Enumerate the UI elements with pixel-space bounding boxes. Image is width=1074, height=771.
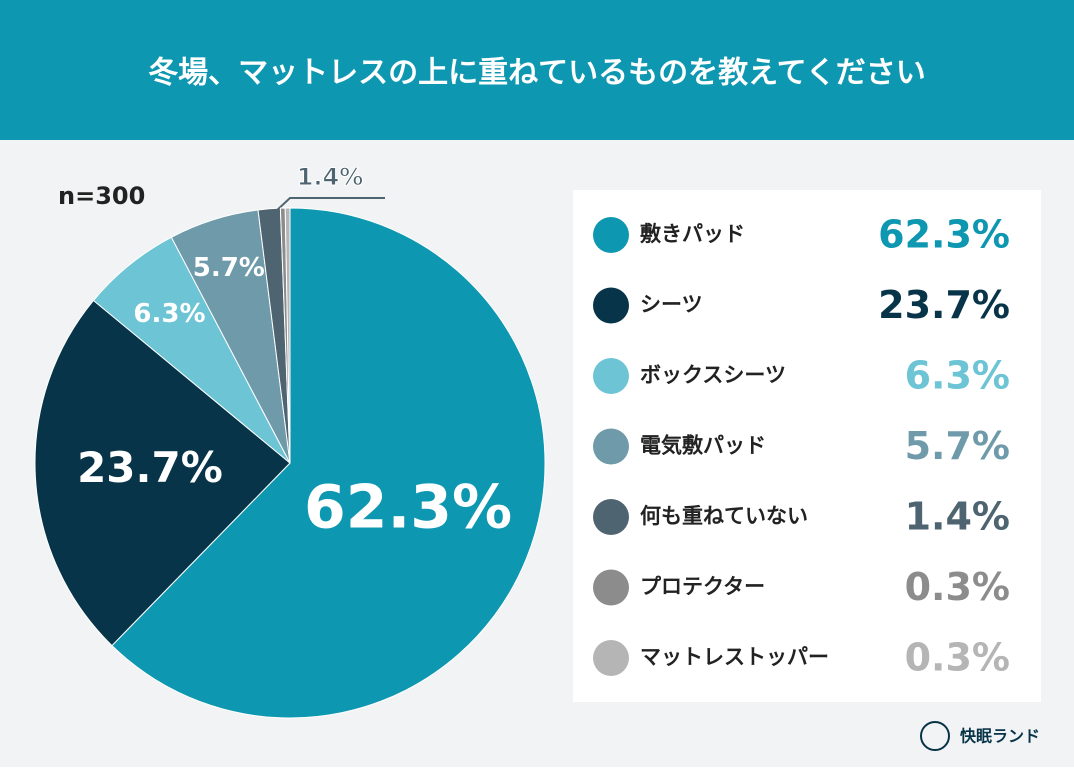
pie-slice	[34, 299, 291, 647]
legend-swatch	[593, 428, 629, 465]
legend-label: ボックスシーツ	[640, 363, 786, 387]
legend-value: 1.4%	[905, 495, 1010, 539]
legend-label: 電気敷パッド	[640, 434, 766, 458]
legend-swatch	[593, 217, 629, 253]
sample-size: n=300	[58, 182, 145, 210]
slice-label: 6.3%	[133, 299, 205, 329]
legend-label: 何も重ねていない	[640, 504, 808, 528]
legend-label: シーツ	[640, 293, 703, 317]
legend-swatch	[593, 640, 629, 676]
legend-value: 23.7%	[878, 283, 1010, 327]
brand-name: 快眠ランド	[960, 727, 1040, 746]
legend-swatch	[593, 358, 629, 394]
legend-label: マットレストッパー	[640, 645, 829, 669]
legend-label: プロテクター	[640, 575, 765, 599]
slice-label: 1.4%	[297, 163, 364, 191]
legend-value: 0.3%	[905, 565, 1010, 609]
leader-line	[269, 197, 385, 218]
chart-title: 冬場、マットレスの上に重ねているものを教えてください	[148, 56, 926, 91]
legend-value: 0.3%	[905, 636, 1010, 680]
legend-box	[573, 190, 1041, 702]
legend-label: 敷きパッド	[640, 222, 745, 246]
brand-logo	[920, 721, 950, 751]
pie-slice	[284, 207, 291, 464]
legend-swatch	[593, 287, 629, 324]
legend-value: 5.7%	[905, 424, 1010, 468]
legend-swatch	[593, 569, 629, 606]
slice-label: 62.3%	[304, 473, 512, 543]
slice-label: 23.7%	[77, 443, 223, 492]
legend-value: 6.3%	[905, 354, 1010, 398]
legend-value: 62.3%	[878, 213, 1010, 257]
header	[0, 0, 1074, 140]
slice-label: 5.7%	[193, 253, 265, 283]
legend-swatch	[593, 499, 629, 535]
pie-slice	[111, 207, 546, 719]
